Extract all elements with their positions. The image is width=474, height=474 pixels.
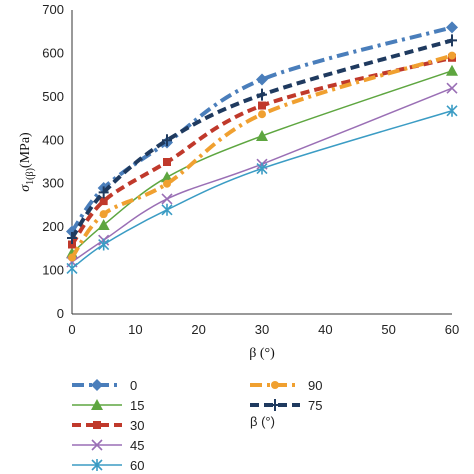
data-point-90 <box>258 110 266 119</box>
legend-label: 45 <box>130 438 144 453</box>
legend-item-15: 15 <box>72 398 144 413</box>
data-point-30 <box>163 158 171 166</box>
data-point-15 <box>256 129 268 141</box>
data-point-60 <box>256 162 268 175</box>
legend-swatch-marker <box>91 399 103 410</box>
data-point-30 <box>258 101 266 110</box>
x-tick-label: 40 <box>318 322 332 337</box>
series-group <box>66 21 458 275</box>
data-point-30 <box>68 240 76 249</box>
legend-swatch-marker <box>270 399 280 411</box>
data-point-60 <box>98 238 110 251</box>
legend-item-0: 0 <box>72 378 137 393</box>
y-tick-label: 500 <box>42 89 64 104</box>
data-point-60 <box>446 104 458 117</box>
data-point-0 <box>256 73 268 86</box>
legend-title: β (°) <box>250 414 275 429</box>
y-tick-label: 200 <box>42 219 64 234</box>
legend-item-60: 60 <box>72 458 144 473</box>
data-point-90 <box>163 179 171 188</box>
y-tick-label: 100 <box>42 263 64 278</box>
legend-item-75: 75 <box>250 398 322 413</box>
x-tick-label: 0 <box>68 322 75 337</box>
data-point-90 <box>448 51 456 60</box>
y-tick-label: 700 <box>42 2 64 17</box>
data-point-60 <box>161 203 173 216</box>
x-tick-label: 10 <box>128 322 142 337</box>
y-axis-title-unit: (MPa) <box>18 132 33 168</box>
series-90 <box>68 51 456 262</box>
series-line-75 <box>70 38 453 240</box>
series-line-0 <box>70 25 453 233</box>
legend-label: 90 <box>308 378 322 393</box>
y-tick-label: 300 <box>42 176 64 191</box>
series-75 <box>67 34 457 244</box>
data-point-60 <box>66 262 78 275</box>
data-point-90 <box>99 210 108 219</box>
legend-label: 75 <box>308 398 322 413</box>
data-point-15 <box>97 218 110 230</box>
legend-item-45: 45 <box>72 438 144 453</box>
y-tick-label: 0 <box>57 306 64 321</box>
y-tick-labels: 0 100 200 300 400 500 600 700 <box>42 2 64 321</box>
data-point-0 <box>446 21 458 34</box>
legend-label: 0 <box>130 378 137 393</box>
legend-label: 60 <box>130 458 144 473</box>
legend-swatch-marker <box>93 421 101 429</box>
x-axis-title: β (°) <box>249 346 275 361</box>
y-axis-title-subscript: 1(β) <box>25 168 36 185</box>
x-tick-labels: 0 10 20 30 40 50 60 <box>68 322 459 337</box>
data-point-75 <box>162 134 172 147</box>
legend-item-30: 30 <box>72 418 144 433</box>
legend-swatch-marker <box>91 379 103 391</box>
x-tick-label: 50 <box>381 322 395 337</box>
data-point-75 <box>98 186 109 199</box>
x-tick-label: 30 <box>255 322 269 337</box>
data-point-30 <box>99 197 108 206</box>
x-tick-label: 20 <box>191 322 205 337</box>
x-tick-label: 60 <box>445 322 459 337</box>
data-point-75 <box>257 88 267 101</box>
legend-label: 30 <box>130 418 144 433</box>
legend-label: 15 <box>130 398 144 413</box>
data-point-90 <box>68 253 76 262</box>
y-axis-title: σ1(β)(MPa) <box>18 132 36 192</box>
y-axis-title-main: σ <box>18 184 33 192</box>
legend: 0 15 30 45 60 90 75 <box>72 378 322 473</box>
legend-item-90: 90 <box>250 378 322 393</box>
legend-swatch-marker <box>271 381 279 389</box>
y-tick-label: 600 <box>42 45 64 60</box>
legend-swatch-marker <box>91 439 103 451</box>
y-tick-label: 400 <box>42 132 64 147</box>
series-line-90 <box>70 53 453 259</box>
data-point-45 <box>446 82 458 94</box>
data-point-45 <box>161 193 173 205</box>
legend-swatch-marker <box>91 459 103 471</box>
data-point-75 <box>447 34 457 47</box>
data-point-15 <box>446 64 458 76</box>
series-line-30 <box>70 55 453 246</box>
series-60 <box>66 104 458 275</box>
data-point-75 <box>67 232 77 244</box>
